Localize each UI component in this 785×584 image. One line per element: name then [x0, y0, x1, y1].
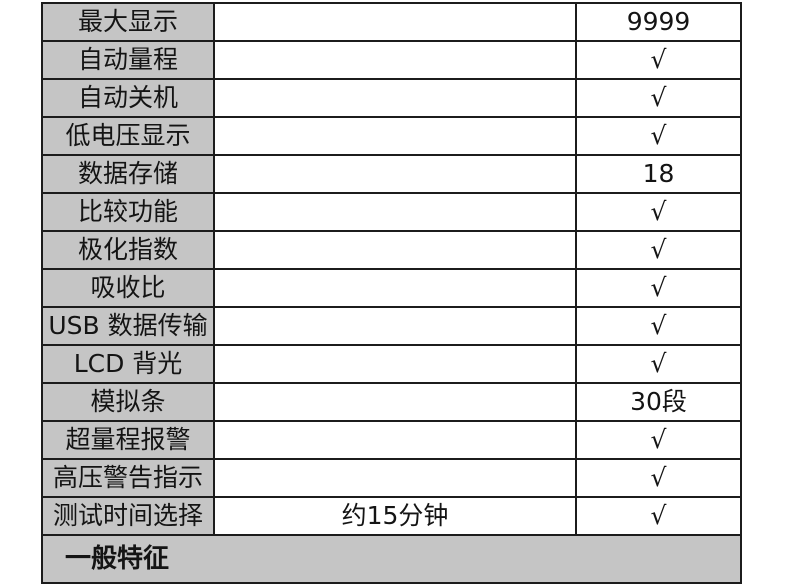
detail-cell	[213, 382, 577, 422]
table-row: 模拟条 30段	[41, 382, 742, 422]
table-row: 比较功能 √	[41, 192, 742, 232]
detail-cell	[213, 116, 577, 156]
table-row: 自动关机 √	[41, 78, 742, 118]
detail-cell	[213, 230, 577, 270]
section-header-row: 一般特征	[41, 534, 742, 584]
value-cell: √	[575, 496, 742, 536]
feature-label-cell: 自动量程	[41, 40, 215, 80]
table-row: 超量程报警 √	[41, 420, 742, 460]
feature-label-cell: 超量程报警	[41, 420, 215, 460]
detail-cell	[213, 268, 577, 308]
value-cell: √	[575, 192, 742, 232]
value-cell: √	[575, 458, 742, 498]
feature-label-cell: 模拟条	[41, 382, 215, 422]
table-row: 极化指数 √	[41, 230, 742, 270]
detail-cell	[213, 458, 577, 498]
table-row: LCD 背光 √	[41, 344, 742, 384]
value-cell: √	[575, 306, 742, 346]
table-row: 测试时间选择 约15分钟 √	[41, 496, 742, 536]
feature-label-cell: USB 数据传输	[41, 306, 215, 346]
detail-cell	[213, 78, 577, 118]
feature-label-cell: 数据存储	[41, 154, 215, 194]
detail-cell	[213, 192, 577, 232]
value-cell: 30段	[575, 382, 742, 422]
value-cell: √	[575, 230, 742, 270]
table-row: 最大显示 9999	[41, 2, 742, 42]
feature-label-cell: LCD 背光	[41, 344, 215, 384]
value-cell: 9999	[575, 2, 742, 42]
detail-cell	[213, 2, 577, 42]
table-row: 自动量程 √	[41, 40, 742, 80]
feature-label-cell: 比较功能	[41, 192, 215, 232]
value-cell: √	[575, 116, 742, 156]
value-cell: √	[575, 268, 742, 308]
value-cell: √	[575, 344, 742, 384]
feature-label-cell: 最大显示	[41, 2, 215, 42]
detail-cell: 约15分钟	[213, 496, 577, 536]
table-row: 吸收比 √	[41, 268, 742, 308]
feature-label-cell: 低电压显示	[41, 116, 215, 156]
feature-label-cell: 自动关机	[41, 78, 215, 118]
detail-cell	[213, 344, 577, 384]
value-cell: √	[575, 78, 742, 118]
detail-cell	[213, 40, 577, 80]
table-row: USB 数据传输 √	[41, 306, 742, 346]
value-cell: √	[575, 420, 742, 460]
detail-cell	[213, 420, 577, 460]
feature-label-cell: 测试时间选择	[41, 496, 215, 536]
detail-cell	[213, 154, 577, 194]
value-cell: √	[575, 40, 742, 80]
section-header-cell: 一般特征	[41, 534, 742, 584]
table-row: 高压警告指示 √	[41, 458, 742, 498]
feature-label-cell: 吸收比	[41, 268, 215, 308]
value-cell: 18	[575, 154, 742, 194]
detail-cell	[213, 306, 577, 346]
spec-table: 最大显示 9999 自动量程 √ 自动关机 √ 低电压显示 √ 数据存储 18 比较功能 √ 极化指数 √…	[41, 2, 742, 584]
table-row: 数据存储 18	[41, 154, 742, 194]
spec-table-body: 最大显示 9999 自动量程 √ 自动关机 √ 低电压显示 √ 数据存储 18 比较功能 √ 极化指数 √…	[41, 2, 742, 584]
spec-table-container: 最大显示 9999 自动量程 √ 自动关机 √ 低电压显示 √ 数据存储 18 比较功能 √ 极化指数 √…	[41, 2, 742, 584]
feature-label-cell: 高压警告指示	[41, 458, 215, 498]
feature-label-cell: 极化指数	[41, 230, 215, 270]
table-row: 低电压显示 √	[41, 116, 742, 156]
